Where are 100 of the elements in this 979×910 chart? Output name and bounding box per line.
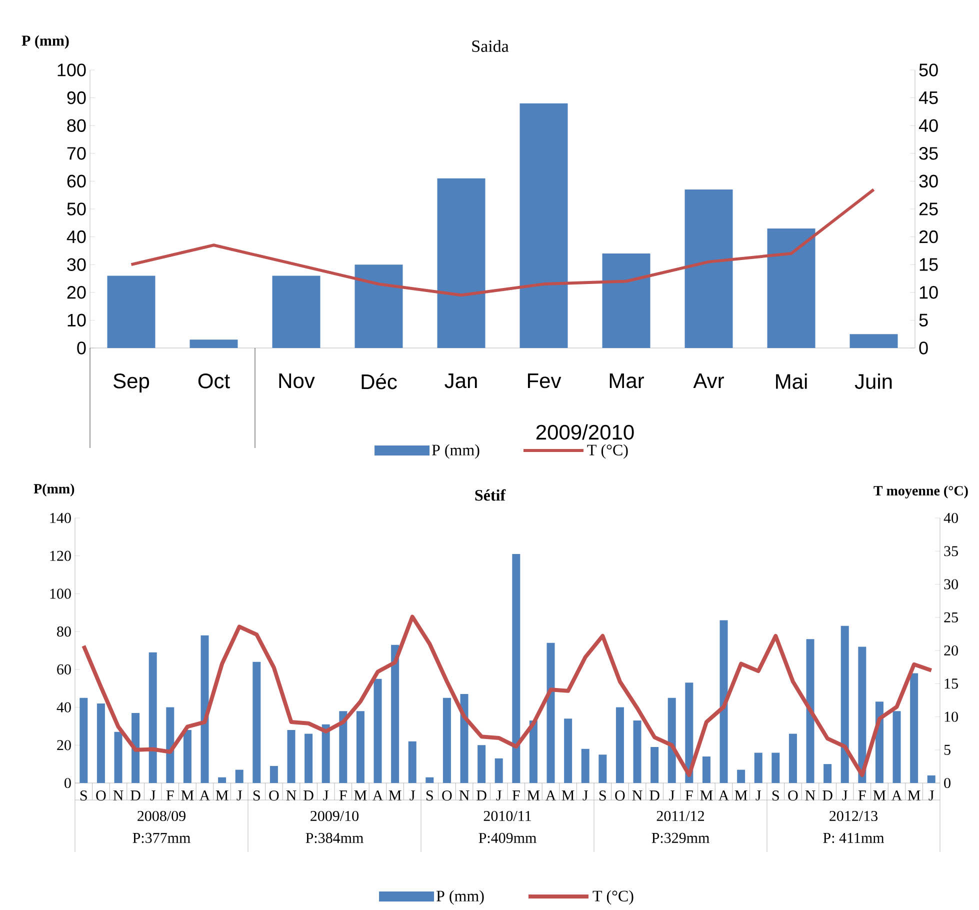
x-tick-label: S bbox=[80, 790, 87, 801]
x-tick-label: J bbox=[669, 790, 674, 800]
y-tick-label: 70 bbox=[67, 147, 86, 160]
text: 2012/13 bbox=[830, 810, 878, 822]
text: 2010/11 bbox=[484, 810, 531, 822]
text: 2009/10 bbox=[310, 810, 359, 822]
x-tick-label: A bbox=[545, 790, 556, 800]
x-tick-label: S bbox=[426, 790, 433, 801]
x-tick-label: J bbox=[582, 790, 588, 800]
bar bbox=[668, 698, 676, 783]
y2-tick-label: 10 bbox=[944, 712, 958, 722]
x-tick-label: Juin bbox=[854, 374, 892, 389]
bar bbox=[754, 752, 762, 783]
x-tick-label: O bbox=[615, 790, 625, 801]
y-tick-label: 30 bbox=[67, 258, 86, 271]
y2-tick-label: 35 bbox=[919, 147, 938, 160]
bar bbox=[354, 264, 403, 348]
text: 2011/12 bbox=[656, 810, 704, 822]
y2-tick-label: 35 bbox=[944, 546, 958, 556]
y-tick-label: 80 bbox=[57, 626, 71, 637]
text: P:409mm bbox=[478, 832, 536, 844]
bar bbox=[858, 646, 866, 783]
x-tick-label: J bbox=[842, 790, 848, 800]
bar bbox=[356, 711, 364, 783]
x-tick-label: Sep bbox=[114, 374, 150, 393]
bar bbox=[581, 748, 590, 783]
x-tick-label: Avr bbox=[693, 374, 724, 388]
x-tick-label: Mar bbox=[610, 374, 644, 388]
bar bbox=[287, 730, 296, 783]
bar bbox=[494, 758, 503, 783]
bar bbox=[927, 775, 936, 783]
x-tick-label: Nov bbox=[279, 374, 315, 388]
x-tick-label: D bbox=[304, 790, 314, 800]
x-tick-label: S bbox=[599, 790, 606, 801]
bar bbox=[684, 190, 733, 348]
y-tick-label: 100 bbox=[50, 588, 71, 599]
bar bbox=[218, 777, 226, 783]
legend-label: T (°C) bbox=[592, 890, 634, 905]
x-tick-label: N bbox=[286, 790, 296, 800]
bar bbox=[442, 698, 451, 783]
bar bbox=[824, 764, 832, 783]
bar bbox=[546, 642, 555, 783]
y-tick-label: 40 bbox=[56, 702, 71, 712]
x-tick-label: J bbox=[928, 790, 934, 800]
bar bbox=[190, 340, 238, 348]
x-tick-label: Oct bbox=[198, 374, 230, 388]
y2-tick-label: 15 bbox=[944, 678, 958, 689]
bar bbox=[788, 734, 797, 783]
x-tick-label: N bbox=[805, 790, 816, 800]
bar bbox=[200, 635, 209, 783]
text: P:377mm bbox=[132, 832, 190, 844]
x-tick-label: A bbox=[718, 790, 730, 800]
x-tick-label: A bbox=[372, 790, 384, 800]
bar bbox=[374, 678, 382, 783]
y2-tick-label: 40 bbox=[944, 512, 958, 524]
x-tick-label: D bbox=[822, 790, 832, 800]
x-tick-label: M bbox=[527, 790, 540, 800]
y-tick-label: 40 bbox=[66, 230, 86, 244]
bar bbox=[183, 730, 192, 783]
x-tick-label: Déc bbox=[362, 374, 397, 390]
bar bbox=[114, 732, 122, 783]
y2-tick-label: 10 bbox=[920, 286, 938, 299]
bar bbox=[520, 103, 568, 348]
x-tick-label: N bbox=[459, 790, 470, 800]
legend-label: P (mm) bbox=[432, 444, 480, 459]
y-tick-label: 20 bbox=[67, 286, 86, 299]
y-tick-label: 60 bbox=[67, 174, 86, 188]
x-tick-label: F bbox=[512, 790, 520, 800]
bar bbox=[304, 734, 313, 783]
legend-label: P (mm) bbox=[436, 890, 484, 905]
bar bbox=[910, 673, 918, 783]
x-tick-label: J bbox=[756, 790, 761, 800]
chart-title: Sétif bbox=[475, 489, 506, 501]
x-tick-label: M bbox=[873, 790, 886, 800]
bar bbox=[892, 711, 901, 783]
x-tick-label: A bbox=[199, 790, 210, 800]
x-tick-label: O bbox=[788, 790, 798, 801]
y-tick-label: 60 bbox=[57, 664, 71, 674]
x-tick-label: Jan bbox=[444, 374, 477, 388]
x-tick-label: S bbox=[253, 790, 260, 801]
y-tick-label: 100 bbox=[58, 64, 86, 76]
x-tick-label: M bbox=[734, 790, 748, 800]
y2-tick-label: 25 bbox=[944, 612, 958, 622]
y-tick-label: 0 bbox=[64, 778, 71, 788]
y2-tick-label: 30 bbox=[944, 579, 958, 590]
bar bbox=[426, 777, 434, 783]
text: P:329mm bbox=[652, 832, 710, 844]
bar bbox=[512, 554, 520, 783]
bar bbox=[685, 682, 694, 783]
text: P: 411mm bbox=[823, 832, 884, 844]
x-tick-label: F bbox=[339, 790, 347, 800]
bar bbox=[339, 711, 348, 783]
bar bbox=[720, 620, 728, 783]
x-tick-label: M bbox=[354, 790, 367, 800]
bar bbox=[408, 741, 416, 783]
bar bbox=[96, 704, 105, 783]
bar bbox=[529, 720, 538, 783]
bar bbox=[460, 694, 468, 783]
bar bbox=[602, 253, 650, 348]
bar bbox=[633, 720, 642, 783]
